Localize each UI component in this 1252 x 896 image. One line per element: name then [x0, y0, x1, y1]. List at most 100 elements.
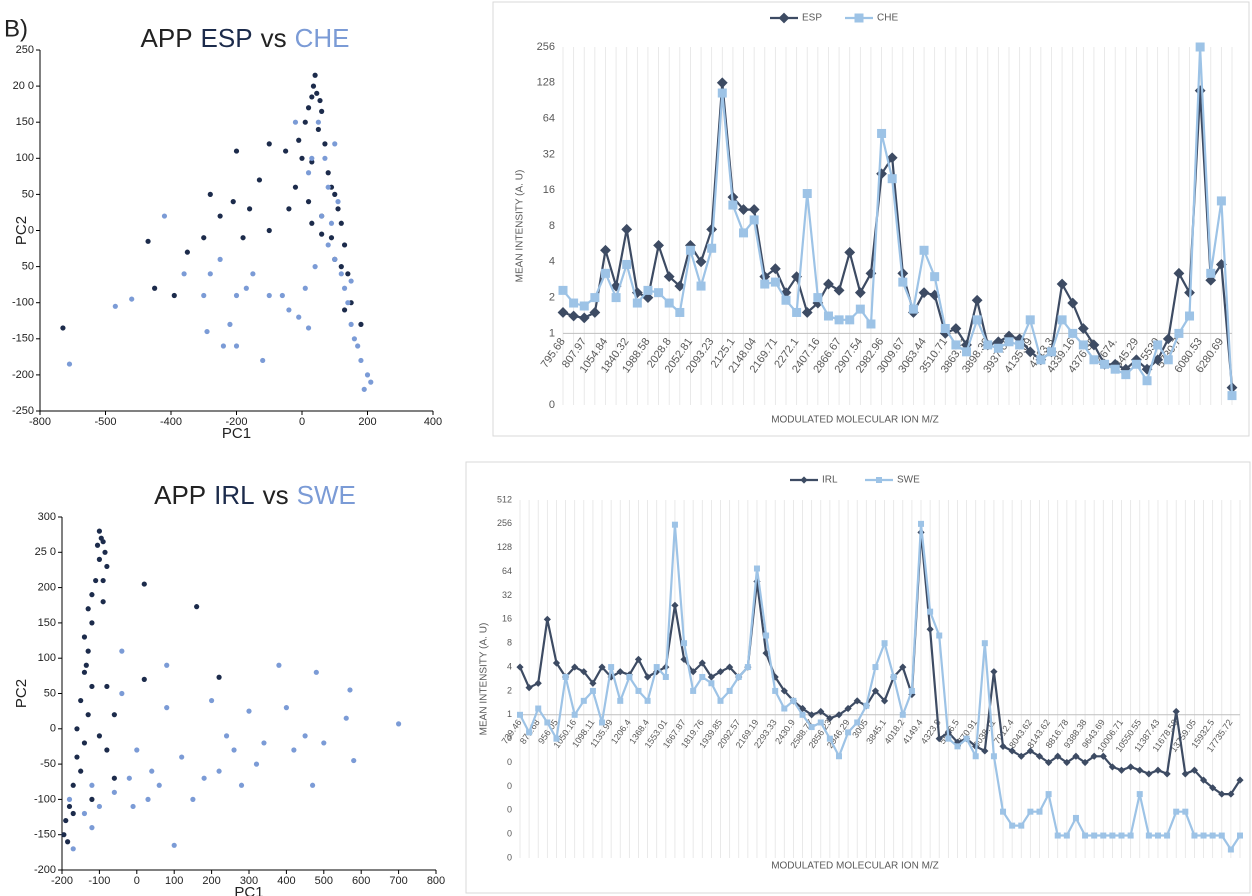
point: [598, 663, 606, 671]
y-tick-label: 150: [16, 116, 34, 128]
y-tick-label: 50: [44, 687, 56, 699]
point: [735, 673, 742, 680]
point: [1108, 763, 1117, 771]
point: [1026, 747, 1034, 755]
point: [1154, 766, 1162, 774]
point: [250, 271, 256, 277]
point: [813, 293, 823, 303]
legend-marker: [800, 476, 808, 484]
point: [1000, 808, 1007, 815]
point: [674, 280, 686, 292]
point: [164, 705, 170, 711]
point: [96, 803, 102, 810]
point: [643, 673, 652, 681]
y-tick-label: 0: [50, 723, 56, 735]
x-tick-label: 600: [352, 875, 370, 887]
point: [61, 832, 67, 838]
point: [632, 298, 642, 308]
point: [201, 235, 207, 241]
point: [1089, 355, 1099, 365]
point: [1017, 752, 1025, 760]
point: [918, 520, 925, 527]
y-tick-label: -150: [34, 829, 56, 841]
point: [927, 608, 934, 615]
x-tick-label: 700: [389, 875, 407, 887]
point: [85, 606, 91, 612]
title-prefix: APP: [154, 480, 206, 510]
point: [141, 581, 147, 587]
point: [887, 174, 897, 184]
point: [201, 775, 207, 781]
point: [792, 307, 802, 317]
point: [1164, 832, 1171, 839]
point: [164, 662, 170, 668]
point: [286, 307, 292, 313]
x-axis-label: MODULATED MOLECULAR ION M/Z: [771, 415, 939, 426]
point: [266, 292, 272, 299]
point: [589, 679, 597, 687]
point: [1068, 328, 1078, 338]
point: [332, 141, 338, 147]
point: [1018, 822, 1025, 829]
point: [85, 712, 91, 718]
point: [227, 321, 233, 327]
point: [256, 177, 263, 183]
point: [696, 281, 706, 291]
point: [89, 620, 95, 626]
point: [557, 307, 569, 318]
y-axis-label: PC2: [13, 216, 30, 245]
point: [877, 128, 887, 138]
y-tick-label: 4: [549, 256, 555, 268]
point: [201, 292, 207, 299]
point: [247, 206, 253, 212]
point: [1131, 359, 1141, 369]
point: [1185, 311, 1195, 321]
title-series: IRL: [214, 480, 254, 510]
point: [286, 206, 292, 212]
point: [317, 97, 323, 104]
x-tick-label: -200: [51, 875, 73, 887]
point: [358, 321, 364, 327]
point: [664, 298, 674, 308]
point: [348, 321, 354, 327]
point: [579, 301, 589, 311]
legend-label: SWE: [897, 475, 920, 486]
point: [341, 307, 348, 313]
point: [204, 328, 210, 335]
legend-label: ESP: [802, 13, 822, 24]
point: [1100, 359, 1110, 369]
point: [698, 659, 706, 667]
point: [1081, 758, 1089, 767]
point: [1195, 42, 1205, 52]
point: [1036, 355, 1046, 365]
point: [104, 563, 110, 570]
point: [600, 244, 611, 256]
point: [233, 292, 240, 299]
point: [96, 556, 102, 562]
point: [305, 170, 312, 176]
point: [279, 292, 285, 299]
point: [1191, 832, 1198, 839]
point: [1121, 370, 1131, 380]
point: [930, 272, 940, 282]
y-tick-label: 100: [38, 652, 56, 664]
title-joiner: vs: [263, 480, 289, 510]
point: [351, 336, 357, 342]
point: [70, 810, 76, 817]
point: [558, 285, 568, 295]
point: [993, 343, 1003, 353]
point: [1237, 832, 1243, 839]
point: [685, 245, 695, 255]
point: [589, 307, 601, 318]
point: [945, 735, 952, 742]
point: [951, 340, 961, 350]
point: [599, 719, 606, 726]
point: [145, 796, 151, 803]
y-tick-label: 0: [28, 224, 34, 236]
point: [940, 323, 950, 333]
point: [321, 740, 327, 746]
point: [780, 287, 792, 299]
point: [716, 668, 725, 676]
point: [535, 705, 542, 712]
y-tick-label: 100: [16, 152, 34, 164]
